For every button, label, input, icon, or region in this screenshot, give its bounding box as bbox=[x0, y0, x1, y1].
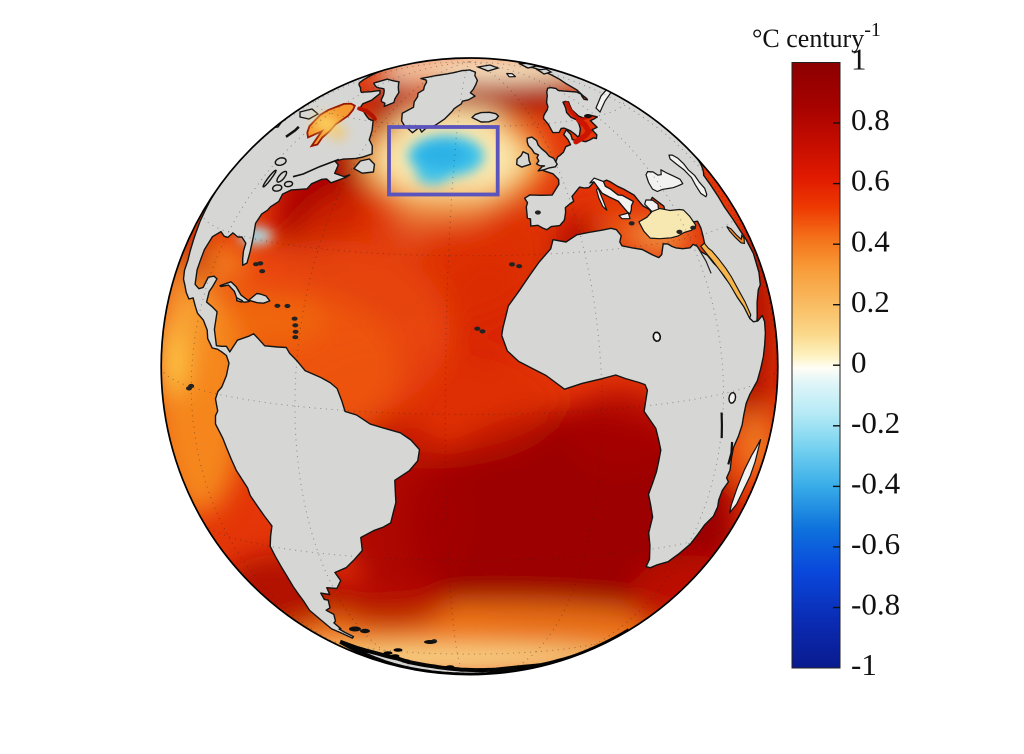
svg-text:0.8: 0.8 bbox=[851, 102, 890, 137]
svg-text:-0.8: -0.8 bbox=[851, 587, 900, 622]
svg-text:0.2: 0.2 bbox=[851, 284, 890, 319]
svg-text:-1: -1 bbox=[851, 647, 877, 682]
svg-text:-0.6: -0.6 bbox=[851, 526, 900, 561]
svg-text:1: 1 bbox=[851, 42, 867, 77]
svg-text:0: 0 bbox=[851, 344, 867, 379]
svg-text:°C century-1: °C century-1 bbox=[752, 19, 881, 53]
svg-text:-0.2: -0.2 bbox=[851, 405, 900, 440]
svg-text:0.4: 0.4 bbox=[851, 223, 890, 258]
svg-text:0.6: 0.6 bbox=[851, 163, 890, 198]
svg-text:-0.4: -0.4 bbox=[851, 466, 901, 501]
